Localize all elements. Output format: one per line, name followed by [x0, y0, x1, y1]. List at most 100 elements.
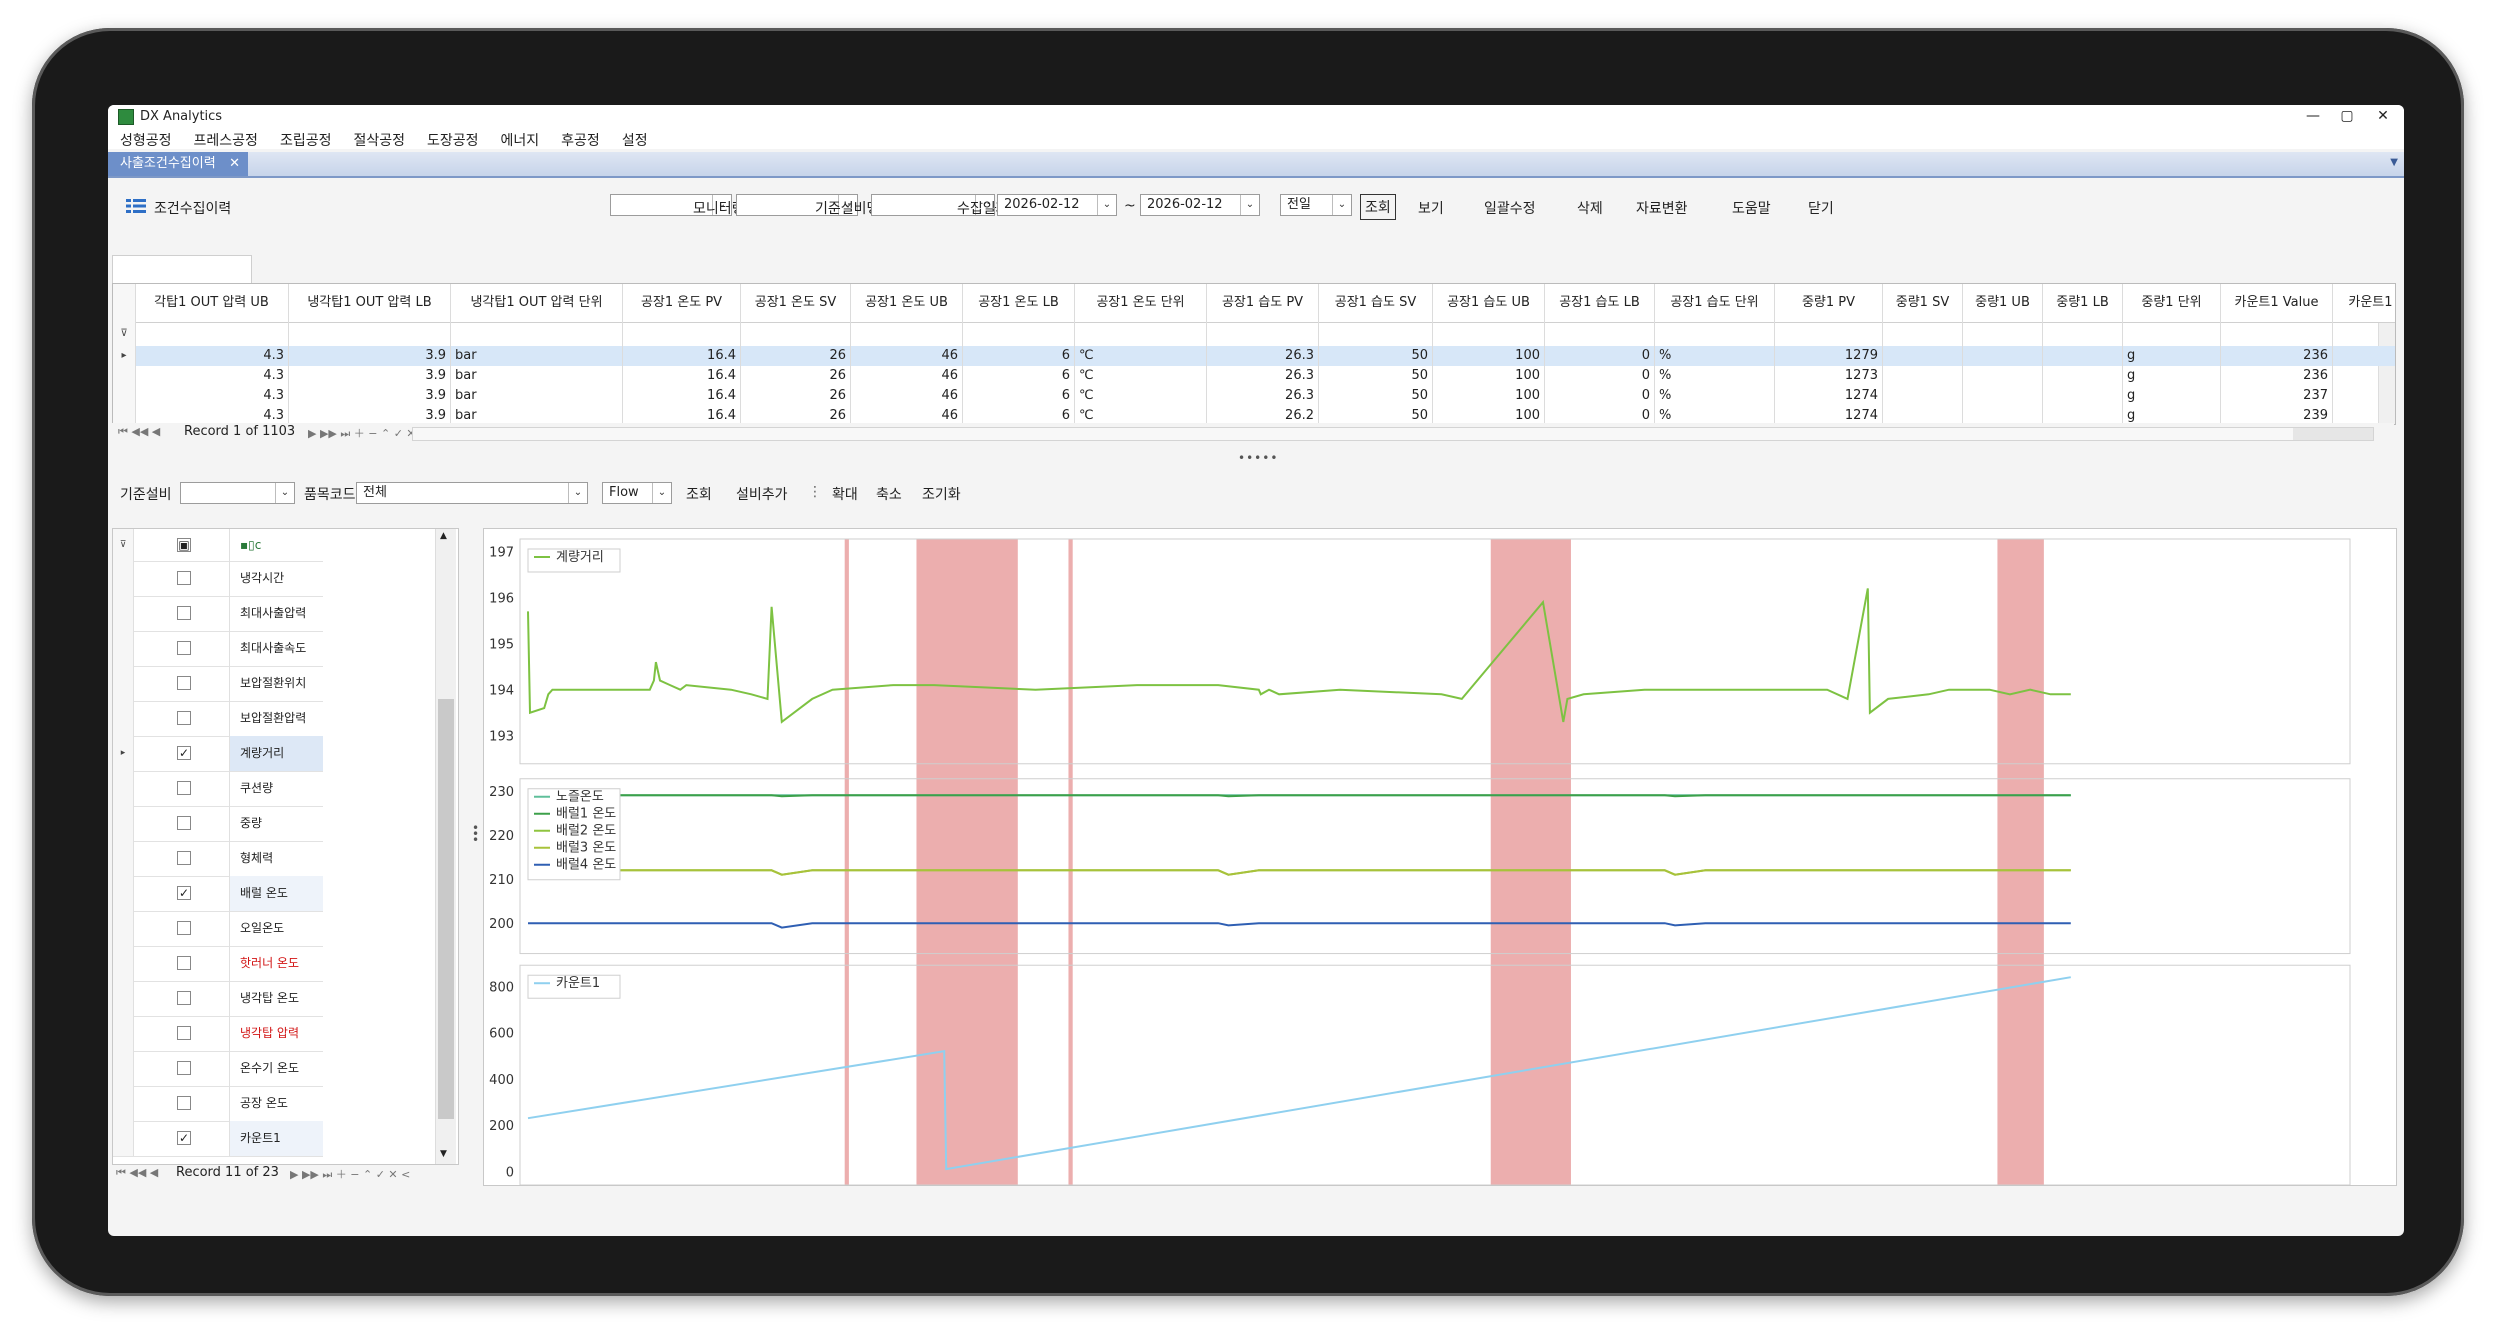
- grid-horizontal-scrollbar[interactable]: [412, 427, 2374, 441]
- col-weight1-pv-header[interactable]: 중량1 PV: [1775, 284, 1883, 322]
- list-item[interactable]: 보압절환압력: [113, 701, 323, 737]
- vertical-splitter-handle[interactable]: • • •: [472, 821, 480, 847]
- scroll-down-icon[interactable]: ▼: [440, 1149, 447, 1159]
- list-item[interactable]: 쿠션량: [113, 771, 323, 807]
- date-to-picker[interactable]: 2026-02-12 ⌄: [1140, 194, 1260, 216]
- col-factory1-humidity-sv-header[interactable]: 공장1 습도 SV: [1319, 284, 1433, 322]
- tab-list-dropdown-icon[interactable]: ▼: [2390, 157, 2398, 168]
- variable-checkbox[interactable]: [177, 921, 191, 935]
- record-nav-buttons[interactable]: ⏮ ◀◀ ◀: [118, 425, 161, 438]
- delete-button[interactable]: 삭제: [1577, 201, 1603, 217]
- variable-checkbox[interactable]: [177, 641, 191, 655]
- menu-cutting[interactable]: 절삭공정: [353, 133, 405, 149]
- chart-mode-combo[interactable]: Flow ⌄: [602, 482, 672, 504]
- menu-assembly[interactable]: 조립공정: [279, 133, 332, 149]
- var-nav-back-buttons[interactable]: ⏮ ◀◀ ◀: [116, 1166, 159, 1179]
- scroll-up-icon[interactable]: ▲: [440, 531, 447, 541]
- col-factory1-humidity-unit-header[interactable]: 공장1 습도 단위: [1655, 284, 1775, 322]
- list-item[interactable]: 공장 온도: [113, 1086, 323, 1122]
- col-count1-unit-header[interactable]: 카운트1 단위: [2333, 284, 2395, 322]
- list-item[interactable]: 오일온도: [113, 911, 323, 947]
- reset-button[interactable]: 조기화: [922, 487, 961, 503]
- tab-injection-history[interactable]: 사출조건수집이력 ✕: [108, 152, 248, 176]
- list-item[interactable]: ✓ 카운트1: [113, 1121, 323, 1157]
- table-row[interactable]: 4.3 3.9 bar 16.4 26 46 6 ℃ 26.3 50 100 0% 1273 g 236: [113, 366, 2395, 386]
- factory-combo[interactable]: ⌄: [610, 194, 732, 216]
- list-item[interactable]: 온수기 온도: [113, 1051, 323, 1087]
- col-cooling1-out-pressure-ub-header[interactable]: 각탑1 OUT 압력 UB: [135, 284, 289, 322]
- list-item[interactable]: 냉각탑 압력: [113, 1016, 323, 1052]
- variable-checkbox[interactable]: ✓: [177, 886, 191, 900]
- minimize-button[interactable]: —: [2306, 108, 2320, 124]
- close-button[interactable]: 닫기: [1808, 201, 1834, 217]
- list-item[interactable]: 형체력: [113, 841, 323, 877]
- col-factory1-temp-unit-header[interactable]: 공장1 온도 단위: [1075, 284, 1207, 322]
- horizontal-splitter-handle[interactable]: •••••: [1238, 451, 1279, 465]
- variable-checkbox[interactable]: ✓: [177, 1131, 191, 1145]
- menu-energy[interactable]: 에너지: [500, 133, 540, 149]
- data-convert-button[interactable]: 자료변환: [1636, 201, 1688, 217]
- table-row[interactable]: ▸ 4.3 3.9 bar 16.4 26 46 6 ℃ 26.3 50 100 0% 1279 g 236: [113, 346, 2395, 366]
- col-cooling1-out-pressure-unit-header[interactable]: 냉각탑1 OUT 압력 단위: [451, 284, 623, 322]
- variable-checkbox[interactable]: [177, 711, 191, 725]
- close-window-button[interactable]: ✕: [2377, 108, 2389, 124]
- list-item[interactable]: ✓ 배럴 온도: [113, 876, 323, 912]
- bulk-edit-button[interactable]: 일괄수정: [1484, 201, 1536, 217]
- menu-post-process[interactable]: 후공정: [561, 133, 600, 149]
- chart-search-button[interactable]: 조회: [686, 487, 712, 503]
- search-button[interactable]: 조회: [1360, 194, 1396, 220]
- variable-checkbox[interactable]: [177, 1096, 191, 1110]
- list-item[interactable]: 냉각시간: [113, 561, 323, 597]
- col-cooling1-out-pressure-lb-header[interactable]: 냉각탑1 OUT 압력 LB: [289, 284, 451, 322]
- list-item[interactable]: 보압절환위치: [113, 666, 323, 702]
- variable-checkbox[interactable]: [177, 571, 191, 585]
- variable-checkbox[interactable]: [177, 606, 191, 620]
- variable-checkbox[interactable]: [177, 676, 191, 690]
- col-factory1-humidity-pv-header[interactable]: 공장1 습도 PV: [1207, 284, 1319, 322]
- menu-settings[interactable]: 설정: [621, 133, 648, 149]
- item-code-combo[interactable]: 전체 ⌄: [356, 482, 588, 504]
- grid-filter-row[interactable]: ⊽: [113, 322, 2395, 347]
- date-from-picker[interactable]: 2026-02-12 ⌄: [997, 194, 1117, 216]
- list-item[interactable]: 최대사출압력: [113, 596, 323, 632]
- variable-checkbox[interactable]: [177, 991, 191, 1005]
- list-item[interactable]: 냉각탑 온도: [113, 981, 323, 1017]
- variable-checkbox[interactable]: [177, 956, 191, 970]
- col-weight1-lb-header[interactable]: 중량1 LB: [2043, 284, 2123, 322]
- variable-checkbox[interactable]: [177, 1026, 191, 1040]
- menu-painting[interactable]: 도장공정: [427, 133, 479, 149]
- record-nav-forward-buttons[interactable]: ▶ ▶▶ ⏭ ＋ − ⌃ ✓ ✕ <: [308, 427, 429, 440]
- range-preset-combo[interactable]: 전일 ⌄: [1280, 194, 1352, 216]
- add-equipment-button[interactable]: 설비추가: [736, 487, 788, 503]
- col-factory1-humidity-lb-header[interactable]: 공장1 습도 LB: [1545, 284, 1655, 322]
- tab-close-icon[interactable]: ✕: [229, 156, 240, 171]
- maximize-button[interactable]: ▢: [2340, 108, 2354, 124]
- list-item[interactable]: 핫러너 온도: [113, 946, 323, 982]
- zoom-in-button[interactable]: 확대: [832, 487, 858, 503]
- menu-molding[interactable]: 성형공정: [120, 133, 172, 149]
- col-factory1-temp-lb-header[interactable]: 공장1 온도 LB: [963, 284, 1075, 322]
- help-button[interactable]: 도움말: [1732, 201, 1771, 217]
- col-factory1-temp-pv-header[interactable]: 공장1 온도 PV: [623, 284, 741, 322]
- variable-checkbox[interactable]: ✓: [177, 746, 191, 760]
- table-row[interactable]: 4.3 3.9 bar 16.4 26 46 6 ℃ 26.2 50 100 0% 1274 g 239: [113, 406, 2395, 424]
- variable-list-scroll-thumb[interactable]: [438, 699, 454, 1119]
- menu-press[interactable]: 프레스공정: [193, 133, 258, 149]
- col-factory1-humidity-ub-header[interactable]: 공장1 습도 UB: [1433, 284, 1545, 322]
- col-factory1-temp-ub-header[interactable]: 공장1 온도 UB: [851, 284, 963, 322]
- list-item[interactable]: 최대사출속도: [113, 631, 323, 667]
- variable-checkbox[interactable]: [177, 851, 191, 865]
- zoom-out-button[interactable]: 축소: [876, 487, 902, 503]
- variable-checkbox[interactable]: [177, 1061, 191, 1075]
- view-button[interactable]: 보기: [1418, 201, 1444, 217]
- list-item[interactable]: ▸ ✓ 계량거리: [113, 736, 323, 772]
- variable-list-scrollbar[interactable]: ▲ ▼: [435, 529, 456, 1164]
- col-factory1-temp-sv-header[interactable]: 공장1 온도 SV: [741, 284, 851, 322]
- monitoring-combo[interactable]: ⌄: [736, 194, 858, 216]
- col-count1-value-header[interactable]: 카운트1 Value: [2221, 284, 2333, 322]
- equipment-name-input[interactable]: ···: [871, 194, 995, 216]
- base-equipment-combo[interactable]: ⌄: [180, 482, 295, 504]
- table-row[interactable]: 4.3 3.9 bar 16.4 26 46 6 ℃ 26.3 50 100 0% 1274 g 237: [113, 386, 2395, 406]
- select-all-checkbox[interactable]: ▣: [177, 538, 191, 552]
- col-weight1-sv-header[interactable]: 중량1 SV: [1883, 284, 1963, 322]
